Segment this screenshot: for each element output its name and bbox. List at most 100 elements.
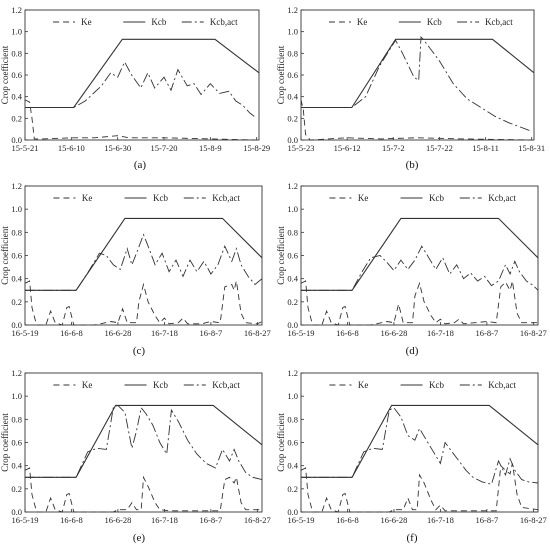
x-tick-label: 16-6-8 (336, 328, 359, 338)
y-tick-label: 1.2 (11, 181, 22, 191)
series-line-ke (24, 280, 263, 326)
panel-label: (c) (133, 345, 146, 357)
y-axis-label: Crop coefficient (276, 413, 286, 472)
x-tick-label: 16-7-18 (427, 515, 454, 525)
series-line-kcb (25, 217, 263, 291)
legend-label-ke: Ke (82, 193, 93, 203)
x-tick-label: 15-6-30 (104, 143, 131, 153)
y-tick-label: 0.6 (11, 70, 22, 80)
x-tick-label: 16-8-27 (244, 328, 271, 338)
y-axis-label: Crop coefficient (0, 45, 10, 104)
x-tick-label: 16-6-8 (60, 328, 83, 338)
y-tick-label: 0.2 (287, 484, 298, 494)
y-tick-label: 1.0 (287, 204, 298, 214)
series-line-ke (300, 280, 538, 326)
y-tick-label: 1.0 (287, 391, 298, 401)
legend-label-kcb: Kcb (429, 380, 444, 390)
x-tick-label: 16-6-8 (60, 515, 83, 525)
y-tick-label: 1.0 (11, 204, 22, 214)
y-tick-label: 1.2 (11, 5, 22, 15)
x-tick-label: 16-6-28 (104, 328, 131, 338)
chart-panel: 0.0 0.2 0.4 0.6 0.8 1.0 1.2 15-5-21 15-6-10 15-6-… (0, 5, 270, 171)
x-tick-label: 16-8-7 (200, 328, 223, 338)
y-tick-label: 0.4 (11, 92, 22, 102)
y-tick-label: 1.2 (287, 181, 298, 191)
y-tick-label: 0.0 (11, 135, 22, 145)
y-tick-label: 0.4 (287, 92, 298, 102)
x-tick-label: 16-6-28 (380, 515, 407, 525)
plot-frame (24, 185, 263, 326)
x-tick-label: 16-8-7 (476, 328, 499, 338)
x-tick-label: 16-5-19 (12, 328, 39, 338)
panel-label: (e) (133, 532, 146, 544)
series-line-kcb-act (25, 60, 257, 119)
legend-label-kcb-act: Kcb,act (212, 193, 240, 203)
plot-frame (24, 9, 260, 141)
series-line-kcb (301, 38, 535, 109)
y-tick-label: 1.2 (287, 368, 298, 378)
plot-frame (300, 185, 539, 326)
legend-label-kcb-act: Kcb,act (210, 17, 238, 27)
x-tick-label: 16-7-18 (427, 328, 454, 338)
y-tick-label: 0.4 (11, 461, 22, 471)
y-tick-label: 1.0 (11, 391, 22, 401)
x-tick-label: 16-5-19 (12, 515, 39, 525)
y-axis-label: Crop coefficient (0, 413, 10, 472)
legend-label-kcb: Kcb (429, 193, 444, 203)
y-tick-label: 0.8 (287, 48, 298, 58)
y-axis-label: Crop coefficient (276, 45, 286, 104)
chart-panel: 0.0 0.2 0.4 0.6 0.8 1.0 1.2 16-5-19 16-6-8 16-6-2… (276, 368, 547, 544)
chart-panel: 0.0 0.2 0.4 0.6 0.8 1.0 1.2 16-5-19 16-6-8 16-6-2… (0, 181, 271, 357)
y-tick-label: 0.8 (11, 48, 22, 58)
x-tick-label: 16-7-18 (151, 328, 178, 338)
x-tick-label: 15-7-22 (426, 143, 453, 153)
series-line-kcb-act (25, 404, 263, 481)
plot-frame (300, 372, 539, 513)
legend-label-kcb-act: Kcb,act (488, 380, 516, 390)
x-tick-label: 16-8-27 (520, 515, 547, 525)
panel-label: (f) (407, 532, 418, 544)
x-tick-label: 15-5-21 (12, 143, 39, 153)
panel-label: (a) (134, 159, 147, 171)
legend-label-kcb: Kcb (153, 193, 168, 203)
x-tick-label: 15-7-20 (151, 143, 178, 153)
x-tick-label: 16-6-28 (380, 328, 407, 338)
x-tick-label: 16-8-27 (520, 328, 547, 338)
y-tick-label: 0.8 (287, 414, 298, 424)
plot-frame (24, 372, 263, 513)
y-tick-label: 0.6 (287, 438, 298, 448)
chart-panel: 0.0 0.2 0.4 0.6 0.8 1.0 1.2 16-5-19 16-6-8 16-6-2… (276, 181, 547, 357)
y-tick-label: 0.4 (287, 461, 298, 471)
y-axis-label: Crop coefficient (276, 226, 286, 285)
legend-label-kcb: Kcb (427, 17, 442, 27)
x-tick-label: 15-6-10 (58, 143, 85, 153)
series-line-ke (300, 99, 532, 141)
panel-label: (b) (406, 159, 419, 171)
y-tick-label: 0.8 (11, 227, 22, 237)
series-line-ke (24, 99, 257, 141)
y-axis-label: Crop coefficient (0, 226, 10, 285)
legend-label-kcb-act: Kcb,act (488, 193, 516, 203)
y-tick-label: 0.2 (287, 113, 298, 123)
legend-label-ke: Ke (358, 380, 369, 390)
legend-label-ke: Ke (82, 380, 93, 390)
legend-label-kcb: Kcb (153, 380, 168, 390)
x-tick-label: 16-8-7 (476, 515, 499, 525)
x-tick-label: 15-8-11 (472, 143, 499, 153)
series-line-kcb (25, 404, 263, 478)
y-tick-label: 1.0 (11, 27, 22, 37)
plot-frame (300, 9, 535, 141)
series-line-kcb (301, 217, 539, 291)
series-line-kcb-act (25, 233, 263, 291)
y-tick-label: 0.8 (287, 227, 298, 237)
chart-panel: 0.0 0.2 0.4 0.6 0.8 1.0 1.2 16-5-19 16-6-8 16-6-2… (0, 368, 271, 544)
series-line-ke (24, 467, 262, 513)
panel-label: (d) (406, 345, 419, 357)
series-line-kcb-act (301, 407, 539, 485)
legend-label-ke: Ke (357, 17, 368, 27)
series-line-kcb-act (301, 245, 539, 291)
legend-label-ke: Ke (81, 17, 92, 27)
legend-label-kcb-act: Kcb,act (212, 380, 240, 390)
series-line-kcb-act (301, 36, 532, 132)
